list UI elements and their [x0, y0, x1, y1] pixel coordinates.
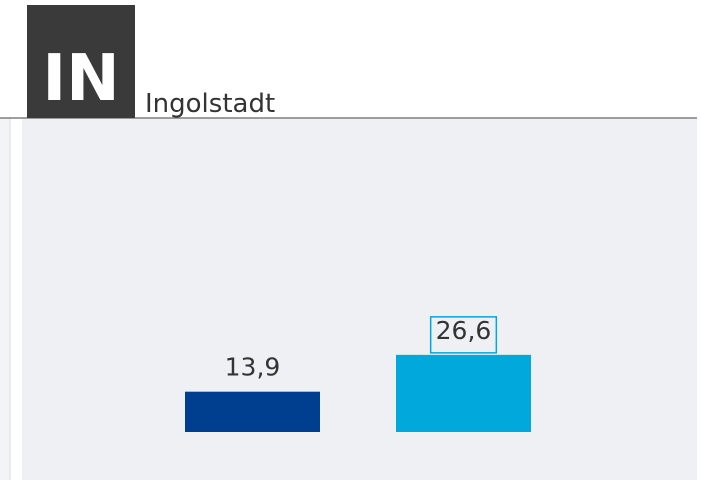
panel — [22, 118, 697, 480]
logo: IN — [42, 42, 119, 116]
bar — [185, 391, 320, 432]
value-label: 26,6 — [436, 316, 492, 345]
logo-box — [27, 5, 135, 118]
header-title: Ingolstadt — [145, 89, 275, 119]
side-strip — [0, 118, 10, 480]
value-label: 13,9 — [225, 353, 281, 382]
bar — [396, 354, 531, 432]
value-label-box — [429, 316, 498, 354]
